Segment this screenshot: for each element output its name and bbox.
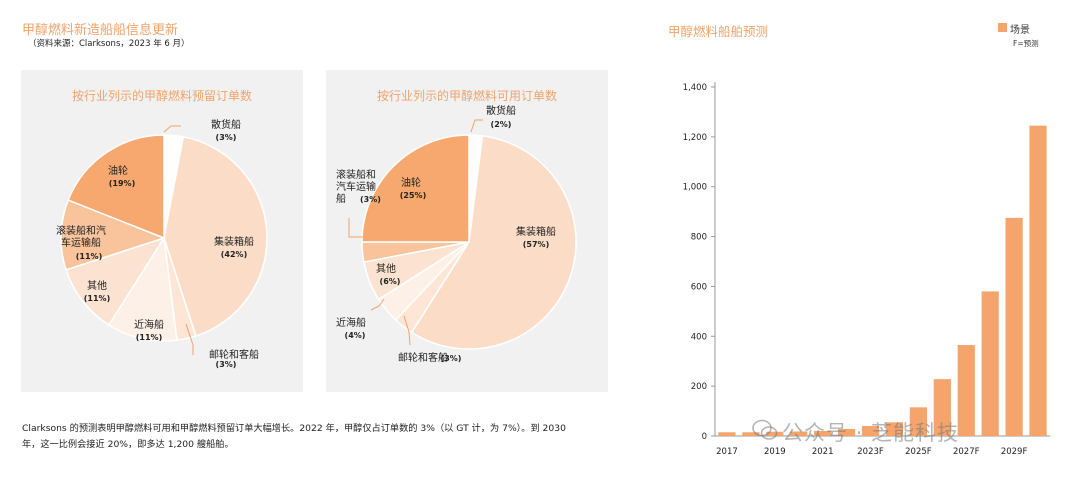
pie2-label-6: 油轮 [401, 176, 421, 189]
x-tick-label-2: 2019 [764, 447, 786, 457]
pie2-label-4: 其他 [376, 262, 396, 275]
pie2-label-5: 滚装船和 [336, 168, 376, 181]
pie-title-reserved: 按行业列示的甲醇燃料预留订单数 [71, 89, 252, 103]
pie2-label-1: 集装箱船 [516, 225, 556, 238]
pie-chart-available: 散货船(2%)集装箱船(57%)邮轮和客船(3%)近海船(4%)其他(6%)滚装… [336, 104, 577, 364]
pie2-leader-2 [403, 315, 411, 346]
x-tick-label-0: 2017 [716, 447, 738, 457]
pie1-pct-4: (11%) [84, 294, 110, 303]
bar-2030F [1029, 125, 1047, 436]
y-tick-label-5: 1,000 [683, 183, 707, 193]
pie1-label-4: 其他 [87, 279, 107, 292]
pie2-pct-5: (3%) [360, 195, 381, 204]
pie1-label-0: 散货船 [211, 118, 241, 131]
bar-2028F [981, 291, 999, 436]
bar-2021 [814, 431, 832, 436]
pie-panel-available: 按行业列示的甲醇燃料可用订单数 散货船 (2%) 集装箱船 (57%) 邮轮和客船 (3%… [326, 70, 608, 392]
pie2-pct-0: (2%) [491, 120, 512, 129]
pie2-slice-1 [410, 135, 577, 350]
x-tick-label-12: 2029F [1001, 447, 1028, 457]
pie2-label-5: 汽车运输 [336, 180, 376, 193]
pie1-pct-0: (3%) [216, 133, 237, 142]
pie1-label-1: 集装箱船 [214, 235, 254, 248]
legend-label: 场景 [1010, 25, 1030, 36]
bar-2022 [837, 429, 856, 436]
bar-2017 [718, 432, 736, 436]
pie1-leader-0 [163, 125, 181, 133]
wechat-icon [752, 419, 778, 440]
forecast-note: F=预测 [1013, 39, 1039, 48]
bar-2029F [1005, 217, 1023, 436]
pie2-label-5: 船 [336, 192, 346, 205]
pie1-slice-3 [107, 235, 178, 342]
x-tick-label-4: 2021 [812, 447, 834, 457]
pie1-slice-5 [60, 199, 167, 271]
bar-2026F [933, 379, 951, 436]
x-tick-label-8: 2025F [905, 447, 932, 457]
y-tick-label-4: 800 [691, 233, 707, 243]
pie2-label-0: 散货船 [486, 104, 516, 117]
pie-panel-reserved: 按行业列示的甲醇燃料预留订单数 散货船 (3%) 集装箱船 (42%) 邮轮和客船 (3%… [21, 70, 303, 392]
bar-2019 [766, 431, 784, 436]
pie2-leader-0 [470, 119, 483, 133]
x-tick-label-10: 2027F [953, 447, 980, 457]
pie2-pct-6: (25%) [400, 191, 426, 200]
pie1-slice-4 [65, 236, 166, 327]
body-paragraph: Clarksons 的预测表明甲醇燃料可用和甲醇燃料预留订单大幅增长。2022 … [22, 423, 566, 450]
y-tick-label-6: 1,200 [683, 133, 707, 143]
pie-title-available: 按行业列示的甲醇燃料可用订单数 [376, 89, 557, 103]
legend-swatch [998, 23, 1007, 32]
bar-2025F [909, 407, 928, 436]
watermark-text: 公众号 · 芝能科技 [782, 421, 960, 445]
pie2-pct-3: (4%) [345, 331, 366, 340]
pie2-leader-5 [348, 218, 363, 238]
pie1-slice-1 [163, 135, 268, 337]
pie1-label-2: 邮轮和客船 [209, 348, 259, 361]
pie1-leader-2 [185, 323, 194, 355]
pie1-label-5: 车运输船 [61, 236, 101, 249]
y-tick-label-2: 400 [691, 332, 707, 342]
pie2-pct-1: (57%) [523, 240, 549, 249]
pie2-label-3: 近海船 [336, 316, 366, 329]
bar-2024F [885, 422, 904, 436]
y-tick-label-0: 0 [702, 432, 707, 442]
pie1-label-6: 油轮 [108, 164, 128, 177]
pie1-slice-6 [67, 134, 165, 240]
y-tick-label-1: 200 [691, 382, 707, 392]
pie1-pct-2: (3%) [216, 360, 237, 369]
bar-2027F [957, 345, 975, 436]
bar-2020 [790, 431, 808, 436]
pie2-label-2: 邮轮和客船 [398, 351, 448, 364]
pie1-pct-3: (11%) [136, 333, 162, 342]
y-tick-label-3: 600 [691, 282, 707, 292]
pie2-pct-4: (6%) [380, 277, 401, 286]
pie1-label-5: 滚装船和汽 [56, 224, 106, 237]
pie2-pct-2: (3%) [441, 354, 462, 363]
bar-2023F [861, 426, 880, 436]
bar-chart-forecast: 0 200 400 600 800 1,000 1,200 1,400 2017 2019 2021… [683, 82, 1050, 457]
pie2-slice-6 [361, 134, 470, 243]
pie1-pct-1: (42%) [221, 250, 247, 259]
pie2-leader-3 [370, 298, 385, 311]
pie-chart-reserved: 散货船(3%)集装箱船(42%)邮轮和客船(3%)近海船(11%)其他(11%)… [56, 118, 268, 369]
right-chart-title: 甲醇燃料船舶预测 [668, 24, 769, 39]
left-section-title: 甲醇燃料新造船船信息更新 [22, 23, 179, 38]
bar-2018 [742, 432, 760, 436]
pie1-label-3: 近海船 [134, 318, 164, 331]
x-tick-label-6: 2023F [857, 447, 884, 457]
pie1-pct-6: (19%) [109, 179, 135, 188]
pie1-pct-5: (11%) [76, 252, 102, 261]
data-source-note: （资料来源：Clarksons，2023 年 6 月） [28, 39, 190, 49]
y-tick-label-7: 1,400 [683, 83, 707, 93]
